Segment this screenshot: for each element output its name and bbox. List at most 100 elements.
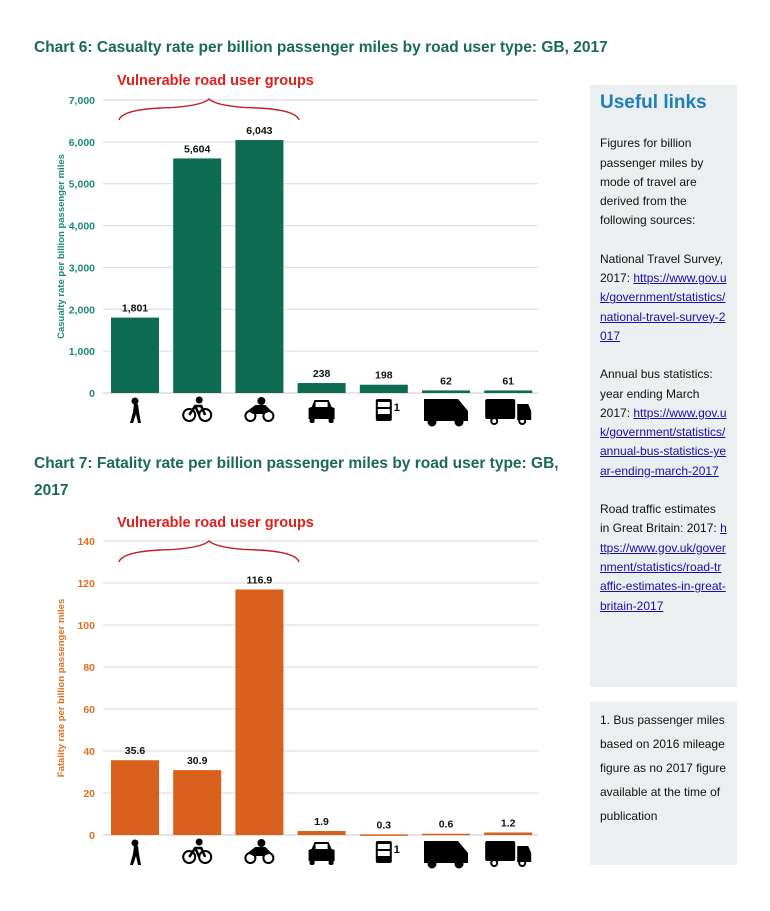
y-tick-label: 120	[77, 578, 95, 590]
y-tick-label: 3,000	[69, 262, 95, 274]
bus-icon	[375, 399, 392, 421]
p	[424, 399, 468, 421]
source-link[interactable]: https://www.gov.uk/government/statistics…	[600, 521, 727, 613]
data-label: 1,801	[122, 303, 148, 315]
useful-links-panel: Useful links Figures for billion passeng…	[590, 85, 737, 687]
source-label: National Travel Survey, 2017:	[600, 251, 724, 286]
motorcycle-icon-part	[257, 839, 266, 847]
bar	[173, 158, 222, 393]
p	[247, 847, 272, 856]
data-label: 6,043	[246, 125, 272, 137]
source-link[interactable]: https://www.gov.uk/government/statistics…	[600, 271, 727, 343]
car-icon	[308, 842, 335, 865]
p	[308, 400, 335, 419]
p	[188, 404, 207, 416]
lorry-icon-part	[518, 859, 527, 867]
y-tick-label: 100	[77, 620, 95, 632]
data-label: 116.9	[247, 575, 273, 587]
van-icon-part	[427, 417, 437, 427]
bar	[484, 832, 533, 835]
source-link[interactable]: https://www.gov.uk/government/statistics…	[600, 405, 727, 478]
motorcycle-icon-part	[257, 397, 266, 405]
brace	[118, 97, 300, 121]
useful-links-heading: Useful links	[600, 92, 707, 113]
p	[130, 404, 141, 423]
car-icon	[308, 400, 335, 423]
data-label: 62	[440, 375, 452, 387]
footnote-marker: 1	[394, 402, 400, 414]
intro-text: Figures for billion passenger miles by m…	[600, 136, 704, 228]
footnote-text: 1. Bus passenger miles based on 2016 mil…	[600, 713, 727, 823]
p	[130, 846, 141, 865]
p	[424, 841, 468, 863]
chart-6-title: Chart 6: Casualty rate per billion passe…	[34, 39, 608, 56]
bar	[111, 760, 159, 835]
lorry-icon-part	[490, 859, 499, 867]
data-label: 5,604	[184, 143, 210, 155]
p	[377, 409, 390, 414]
y-axis-label: Fatality rate per billion passenger mile…	[56, 599, 67, 777]
data-label: 1.2	[501, 817, 516, 829]
source-label: Road traffic estimates in Great Britain:…	[600, 502, 721, 536]
bar	[422, 390, 470, 393]
car-icon-part	[328, 859, 334, 865]
van-icon-part	[454, 859, 464, 869]
data-label: 198	[375, 370, 393, 382]
motorcycle-icon	[244, 839, 275, 864]
y-tick-label: 4,000	[69, 221, 95, 233]
car-icon-part	[309, 859, 315, 865]
pedal-cycle-icon	[182, 396, 213, 422]
y-tick-label: 0	[89, 388, 95, 400]
y-tick-label: 5,000	[69, 179, 95, 191]
data-label: 1.9	[314, 816, 329, 828]
data-label: 0.6	[439, 819, 454, 831]
lorry-icon	[485, 399, 532, 425]
van-icon-part	[427, 859, 437, 869]
y-tick-label: 7,000	[69, 95, 95, 107]
p	[315, 844, 328, 849]
bar	[484, 390, 533, 393]
van-icon-part	[454, 417, 464, 427]
p	[247, 405, 272, 414]
van-icon	[424, 399, 468, 427]
data-label: 238	[313, 368, 331, 380]
pedestrian-icon	[130, 839, 141, 865]
y-tick-label: 0	[89, 830, 95, 842]
brace	[118, 539, 300, 563]
pedal-cycle-icon	[182, 838, 213, 864]
chart-7-title: Chart 7: Fatality rate per billion passe…	[34, 455, 559, 499]
y-tick-label: 60	[83, 704, 95, 716]
chart-7: 0 20 40 60 80 100 120 140 Fatality rate per bill…	[56, 536, 538, 869]
lorry-icon-part	[485, 841, 516, 861]
bar	[235, 589, 284, 835]
chart-6-annotation: Vulnerable road user groups	[117, 73, 314, 89]
bus-icon	[375, 841, 392, 863]
pedestrian-icon	[130, 397, 141, 423]
lorry-icon-part	[490, 417, 499, 425]
pedestrian-icon-part	[131, 839, 139, 847]
motorcycle-icon	[244, 397, 275, 422]
p	[517, 846, 532, 862]
p	[377, 844, 390, 849]
source-traffic: Road traffic estimates in Great Britain:…	[600, 500, 727, 616]
p	[308, 842, 335, 861]
bar	[173, 770, 222, 835]
footnote-panel: 1. Bus passenger miles based on 2016 mil…	[590, 702, 737, 865]
source-label: Annual bus statistics: year ending March…	[600, 367, 713, 420]
data-label: 35.6	[125, 745, 146, 757]
lorry-icon	[485, 841, 532, 867]
y-tick-label: 20	[83, 788, 95, 800]
p	[315, 402, 328, 407]
bar	[297, 831, 346, 835]
pedal-cycle-icon-part	[195, 838, 203, 846]
chart-6: 0 1,000 2,000 3,000 4,000 5,000 6,000 7,000 Casu…	[56, 95, 538, 427]
y-tick-label: 1,000	[69, 346, 95, 358]
p	[188, 846, 207, 858]
pedal-cycle-icon-part	[195, 396, 203, 404]
chart-7-annotation: Vulnerable road user groups	[117, 515, 314, 531]
car-icon-part	[328, 417, 334, 423]
lorry-icon-part	[518, 417, 527, 425]
y-tick-label: 2,000	[69, 304, 95, 316]
y-tick-label: 6,000	[69, 137, 95, 149]
